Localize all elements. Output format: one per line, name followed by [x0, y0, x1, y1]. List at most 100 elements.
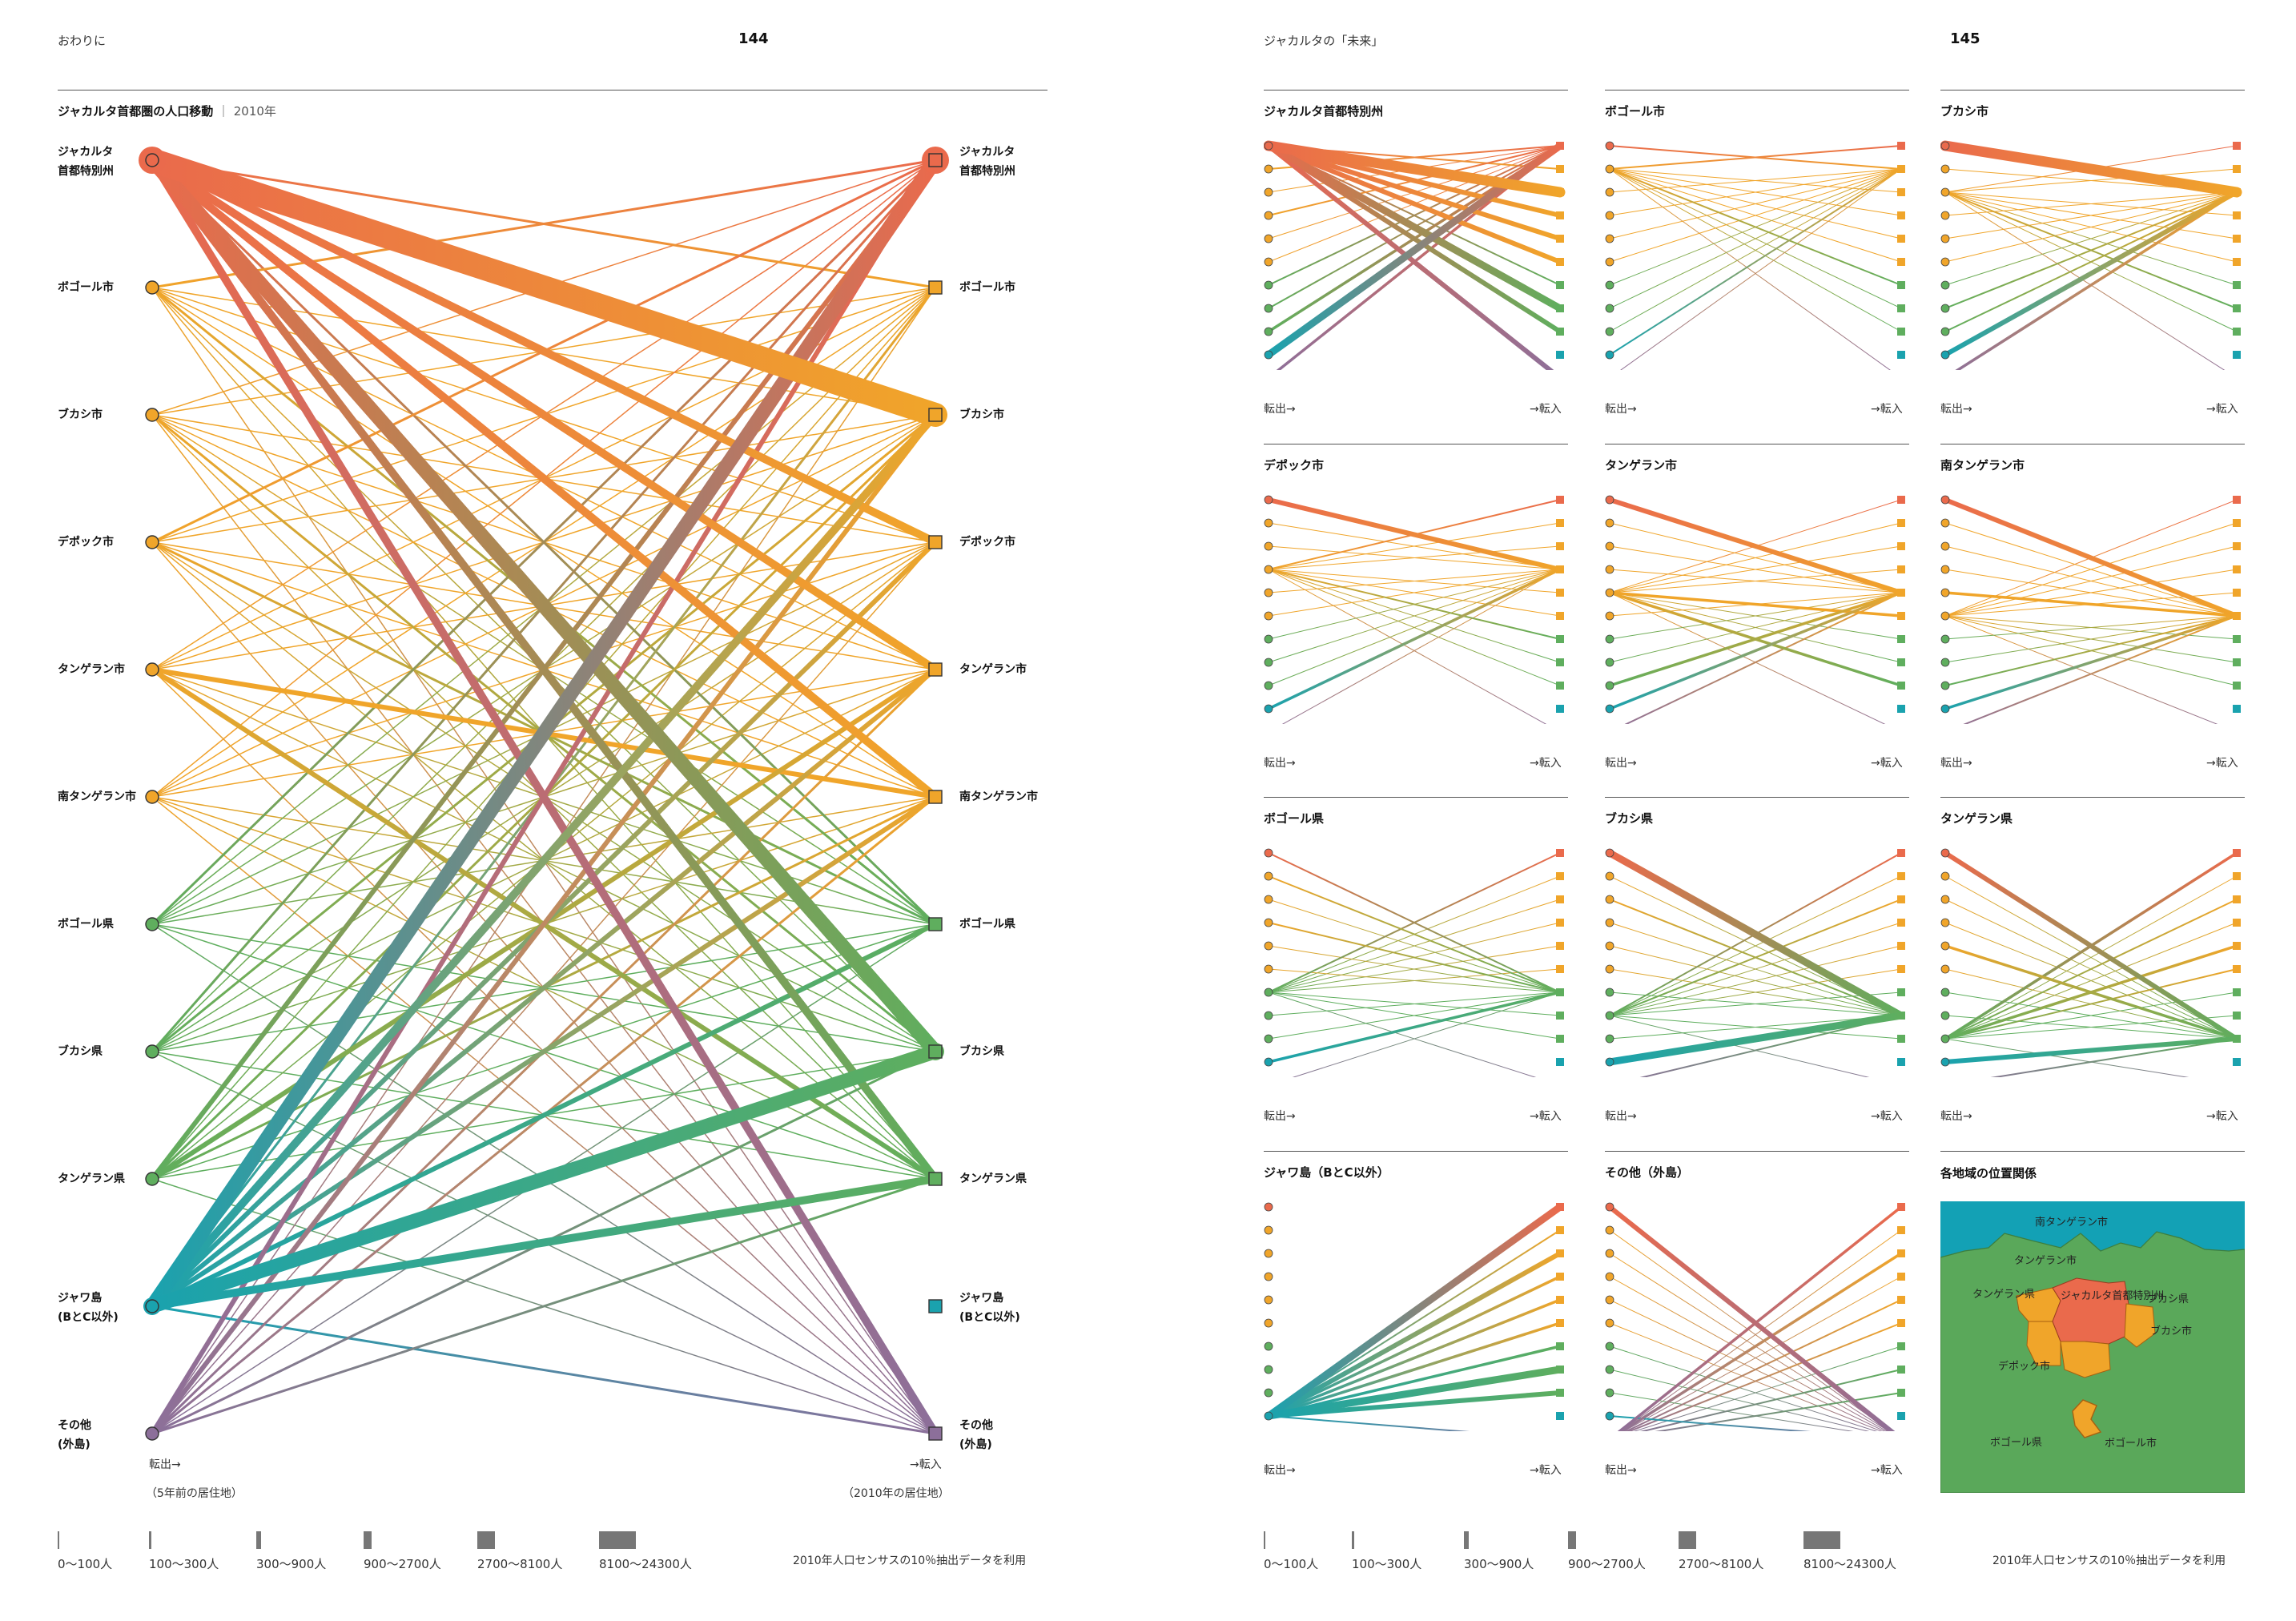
dest-label-4: タンゲラン市 [959, 660, 1027, 679]
panel-flow-3-1 [1609, 168, 1902, 216]
panel-axis-right: →転入 [2206, 1110, 2238, 1123]
legend-label-3: 900～2700人 [1568, 1557, 1646, 1571]
panel-dest-node [1556, 165, 1564, 173]
panel-origin-node [1940, 987, 1950, 997]
panel-origin-node [1940, 234, 1950, 243]
region-label-line: ジャカルタ [959, 146, 1015, 159]
panel-dest-node [1897, 304, 1905, 312]
panel-origin-node [1605, 257, 1614, 267]
panel-flow-9-3 [1267, 1275, 1562, 1418]
panel-origin-node [1605, 941, 1614, 951]
panel-flow-6-0 [1268, 145, 1561, 286]
legend-bar-5 [1803, 1531, 1840, 1549]
panel-flow-8-3 [1268, 569, 1561, 686]
legend-bar-0 [1264, 1531, 1265, 1549]
map-bekasi-city [2124, 1303, 2156, 1348]
legend-bar-1 [1352, 1531, 1354, 1549]
flow-9-8 [148, 1175, 939, 1310]
flow-9-6 [150, 922, 938, 1309]
panel-flow-0-7 [1265, 142, 1564, 312]
legend-bar-1 [149, 1531, 151, 1549]
legend-bar-2 [1464, 1531, 1469, 1549]
region-label-line: ボゴール市 [959, 281, 1015, 294]
panel-dest-node [2233, 682, 2241, 690]
panel-flow-0-4 [1266, 143, 1562, 241]
region-label-line: ジャワ島 [58, 1292, 103, 1305]
region-label-line: その他 [58, 1419, 91, 1432]
panel-origin-node [1264, 848, 1273, 858]
panel-chart [1264, 1202, 1564, 1431]
main-axis-left: 転出→ [149, 1458, 181, 1471]
region-label-line: タンゲラン市 [58, 663, 125, 676]
panel-dest-node [1897, 658, 1905, 666]
panel-dest-node [2233, 895, 2241, 903]
panel-dest-node [1897, 1296, 1905, 1304]
panel-dest-node [1556, 519, 1564, 527]
dest-node-5 [928, 790, 943, 804]
panel-origin-node [1264, 1249, 1273, 1258]
panel-dest-node [1556, 1203, 1564, 1211]
dest-node-10 [928, 1426, 943, 1441]
panel-axis-right: →転入 [2206, 403, 2238, 416]
panel-flow-6-8 [1944, 992, 2238, 1040]
legend-bar-5 [599, 1531, 636, 1549]
origin-label-9: ジャワ島 (BとC以外) [58, 1289, 119, 1327]
panel-origin-node [1264, 565, 1273, 574]
panel-flow-6-2 [1944, 191, 2238, 286]
panel-origin-node [1940, 964, 1950, 974]
panel-origin-node [1605, 350, 1614, 360]
panel-origin-node [1605, 681, 1614, 690]
panel-flow-7-3 [1268, 569, 1561, 663]
panel-origin-node [1940, 164, 1950, 174]
region-label-line: (外島) [58, 1438, 90, 1451]
flow-0-7 [145, 153, 943, 1059]
origin-node-7 [145, 1044, 159, 1059]
panel-dest-node [1897, 1342, 1905, 1350]
panel-origin-node [1940, 327, 1950, 336]
panel-flow-5-7 [1609, 968, 1902, 1016]
panel-dest-node [1897, 1319, 1905, 1327]
panel-origin-node [1264, 187, 1273, 197]
panel-dest-node [2233, 542, 2241, 550]
panel-chart [1940, 140, 2242, 370]
map-label-1: タンゲラン市 [2014, 1254, 2077, 1267]
panel-origin-node [1605, 1272, 1614, 1281]
panel-flow-7-8 [1944, 1015, 2238, 1040]
panel-origin-node [1264, 141, 1273, 151]
region-label-line: タンゲラン県 [58, 1173, 125, 1185]
panel-origin-node [1940, 1057, 1950, 1067]
panel-origin-node [1264, 704, 1273, 714]
panel-dest-node [1897, 142, 1905, 150]
panel-flow-0-2 [1264, 140, 1566, 198]
legend-label-1: 100～300人 [1352, 1557, 1422, 1571]
panel-flow-4-1 [1609, 168, 1902, 239]
panel-origin-node [1264, 681, 1273, 690]
panel-flow-8-5 [1944, 968, 2238, 1040]
panel-origin-node [1940, 918, 1950, 927]
panel-flow-9-5 [1267, 1321, 1562, 1418]
panel-origin-node [1940, 611, 1950, 621]
map-label-2: ジャカルタ首都特別州 [2061, 1290, 2164, 1302]
panel-axis-right: →転入 [1871, 757, 1903, 770]
panel-origin-node [1264, 1057, 1273, 1067]
panel-origin-node [1605, 518, 1614, 528]
origin-node-6 [145, 917, 159, 931]
panel-flow-7-2 [1944, 191, 2238, 309]
dest-label-8: タンゲラン県 [959, 1169, 1027, 1189]
panel-title: ボゴール県 [1264, 811, 1325, 826]
legend-bar-4 [477, 1531, 495, 1549]
map-title: 各地域の位置関係 [1940, 1166, 2037, 1181]
panel-origin-node [1264, 495, 1273, 505]
panel-dest-node [1897, 919, 1905, 927]
panel-flow-10-7 [1639, 1369, 1902, 1431]
panel-flow-0-4 [1607, 497, 1904, 595]
panel-origin-node [1605, 704, 1614, 714]
panel-origin-node [1264, 234, 1273, 243]
panel-dest-node [1897, 1058, 1905, 1066]
panel-origin-node [1605, 658, 1614, 667]
region-label-line: ブカシ市 [58, 408, 103, 421]
panel-axis-right: →転入 [1530, 1464, 1562, 1477]
panel-origin-node [1605, 327, 1614, 336]
flow-0-4 [148, 156, 939, 674]
